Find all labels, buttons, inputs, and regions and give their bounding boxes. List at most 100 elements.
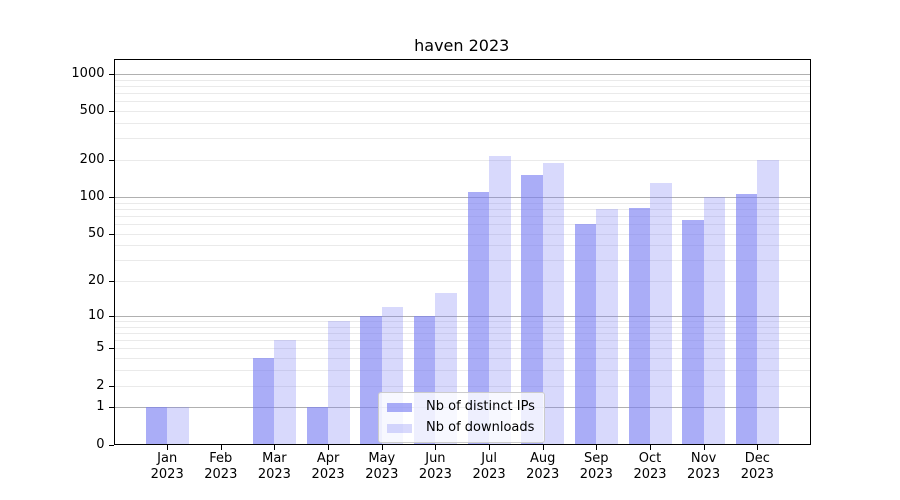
y-tick-label: 100 <box>79 189 105 204</box>
bar-distinct-ips-sep <box>574 224 597 444</box>
minor-gridline <box>113 321 810 322</box>
minor-gridline <box>113 101 810 103</box>
y-axis-spine <box>113 59 115 445</box>
minor-gridline <box>113 93 810 95</box>
bar-distinct-ips-nov <box>682 219 704 444</box>
x-tick-year: 2023 <box>150 467 184 482</box>
x-tick-label: Jun 2023 <box>404 451 466 483</box>
legend-row-distinct-ips: Nb of distinct IPs <box>387 399 535 415</box>
minor-gridline <box>113 333 810 334</box>
y-tick-mark <box>108 233 114 235</box>
minor-gridline <box>113 340 810 342</box>
x-tick-year: 2023 <box>579 467 613 482</box>
minor-gridline <box>113 208 810 210</box>
x-tick-year: 2023 <box>526 467 560 482</box>
x-tick-year: 2023 <box>204 467 238 482</box>
x-tick-label: Sep 2023 <box>565 451 627 483</box>
y-tick-label: 1 <box>96 399 105 415</box>
bar-distinct-ips-jul <box>467 191 490 444</box>
x-tick-mark <box>435 444 437 450</box>
x-tick-year: 2023 <box>633 467 667 482</box>
bar-distinct-ips-aug <box>521 175 543 444</box>
legend: Nb of distinct IPs Nb of downloads <box>378 392 545 443</box>
bar-downloads-dec <box>757 160 779 444</box>
legend-label-downloads: Nb of downloads <box>426 420 535 435</box>
x-tick-mark <box>703 444 705 450</box>
bar-distinct-ips-jan <box>145 407 168 444</box>
y-tick-mark <box>108 160 114 162</box>
y-tick-mark <box>108 385 114 387</box>
x-tick-year: 2023 <box>257 467 291 482</box>
x-tick-label: Apr 2023 <box>297 451 359 483</box>
x-tick-label: Feb 2023 <box>190 451 252 483</box>
x-tick-label: Jul 2023 <box>458 451 520 483</box>
minor-gridline <box>113 202 810 204</box>
bar-downloads-mar <box>274 340 296 444</box>
minor-gridline <box>113 385 810 387</box>
x-tick-mark <box>542 444 544 450</box>
y-tick-mark <box>108 348 114 350</box>
minor-gridline <box>113 348 810 350</box>
x-tick-year: 2023 <box>365 467 399 482</box>
y-tick-label: 2 <box>96 377 105 393</box>
y-tick-label: 0 <box>96 436 105 452</box>
y-tick-label: 200 <box>79 152 105 168</box>
y-tick-mark <box>108 197 114 198</box>
x-tick-mark <box>381 444 383 450</box>
bar-downloads-jan <box>167 407 189 444</box>
minor-gridline <box>113 111 810 113</box>
minor-gridline <box>113 281 810 283</box>
major-gridline <box>113 315 810 317</box>
y-tick-mark <box>108 407 114 409</box>
x-tick-year: 2023 <box>740 467 774 482</box>
y-tick-mark <box>108 111 114 113</box>
bar-downloads-nov <box>703 197 726 444</box>
minor-gridline <box>113 233 810 235</box>
bar-distinct-ips-may <box>360 315 382 444</box>
x-tick-label: Mar 2023 <box>243 451 305 483</box>
y-tick-label: 20 <box>87 273 105 289</box>
x-tick-year: 2023 <box>472 467 506 482</box>
minor-gridline <box>113 260 810 262</box>
minor-gridline <box>113 79 810 81</box>
chart-title: haven 2023 <box>414 36 510 55</box>
x-tick-mark <box>167 444 169 450</box>
bar-distinct-ips-apr <box>306 407 329 444</box>
minor-gridline <box>113 245 810 247</box>
bar-downloads-oct <box>650 183 672 444</box>
minor-gridline <box>113 85 810 87</box>
bar-downloads-sep <box>596 208 618 444</box>
y-tick-label: 10 <box>87 307 105 323</box>
legend-row-downloads: Nb of downloads <box>387 420 535 436</box>
right-spine <box>810 59 811 445</box>
y-tick-label: 5 <box>96 340 105 356</box>
legend-swatch-distinct-ips <box>387 402 412 412</box>
top-spine <box>113 59 811 60</box>
x-tick-mark <box>220 444 222 450</box>
minor-gridline <box>113 358 810 360</box>
x-tick-label: May 2023 <box>351 451 413 483</box>
x-tick-mark <box>489 444 491 450</box>
x-tick-mark <box>328 444 330 450</box>
minor-gridline <box>113 123 810 124</box>
x-tick-year: 2023 <box>687 467 721 482</box>
bar-distinct-ips-dec <box>735 194 758 444</box>
y-tick-mark <box>108 281 114 283</box>
x-tick-mark <box>650 444 651 450</box>
major-gridline <box>113 197 810 198</box>
bar-downloads-jul <box>489 156 511 444</box>
bar-distinct-ips-mar <box>252 358 275 444</box>
x-tick-year: 2023 <box>311 467 345 482</box>
minor-gridline <box>113 370 810 372</box>
minor-gridline <box>113 160 810 162</box>
y-tick-label: 50 <box>87 225 105 241</box>
x-tick-label: Dec 2023 <box>726 451 788 483</box>
legend-swatch-downloads <box>387 423 412 433</box>
x-tick-mark <box>757 444 759 450</box>
y-tick-mark <box>108 315 114 317</box>
bar-downloads-apr <box>328 321 350 444</box>
legend-label-distinct-ips: Nb of distinct IPs <box>426 399 535 414</box>
bar-downloads-aug <box>542 162 565 444</box>
minor-gridline <box>113 326 810 328</box>
